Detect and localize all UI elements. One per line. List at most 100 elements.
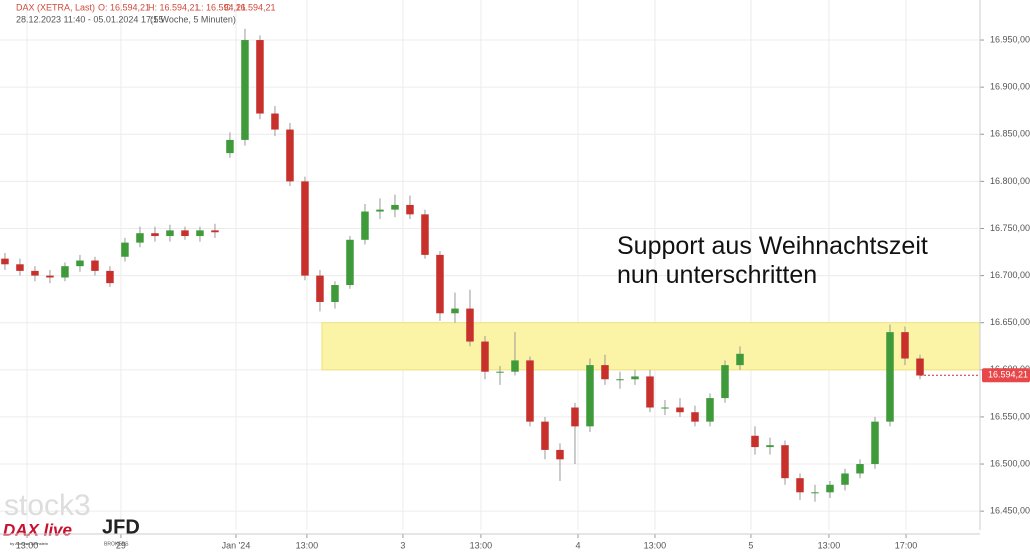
x-tick-label: 3 bbox=[400, 540, 405, 550]
annotation: Support aus Weihnachtszeit nun unterschri… bbox=[617, 232, 928, 289]
x-tick-label: 29 bbox=[116, 540, 126, 550]
candle-body bbox=[646, 376, 654, 408]
candle-body bbox=[136, 233, 144, 243]
low-label: L: 16.594,21 bbox=[196, 2, 246, 12]
candle-body bbox=[781, 445, 789, 479]
x-tick-label: 4 bbox=[575, 540, 580, 550]
candle-body bbox=[871, 421, 879, 465]
y-tick-label: 16.850,00 bbox=[990, 129, 1030, 139]
open-label: O: 16.594,21 bbox=[98, 2, 150, 12]
candle-body bbox=[256, 40, 264, 114]
candle-body bbox=[196, 230, 204, 237]
last-price-label: 16.594,21 bbox=[988, 370, 1028, 380]
candle-body bbox=[841, 473, 849, 485]
annotation-line: Support aus Weihnachtszeit bbox=[617, 232, 928, 260]
x-tick-label: Jan '24 bbox=[222, 540, 251, 550]
candle-body bbox=[811, 492, 819, 494]
candle-body bbox=[316, 275, 324, 302]
candle-body bbox=[1, 258, 9, 265]
candle-body bbox=[166, 230, 174, 237]
candle-body bbox=[436, 254, 444, 314]
candle-body bbox=[616, 379, 624, 381]
x-tick-label: 17:00 bbox=[895, 540, 918, 550]
candle-body bbox=[91, 260, 99, 271]
candle-body bbox=[571, 407, 579, 427]
candle-body bbox=[241, 40, 249, 140]
x-tick-label: 13:00 bbox=[644, 540, 667, 550]
candle-body bbox=[601, 365, 609, 380]
candle-body bbox=[661, 407, 669, 409]
candle-body bbox=[271, 113, 279, 130]
candle-body bbox=[121, 242, 129, 257]
candle-body bbox=[481, 341, 489, 372]
brand-logo: stock3 bbox=[4, 489, 91, 522]
candle-body bbox=[46, 275, 54, 278]
x-tick-label: 13:00 bbox=[470, 540, 493, 550]
candle-body bbox=[451, 308, 459, 314]
date-range: 28.12.2023 11:40 - 05.01.2024 17:55 bbox=[16, 14, 163, 24]
candle-body bbox=[826, 484, 834, 493]
candle-body bbox=[181, 230, 189, 237]
y-tick-label: 16.900,00 bbox=[990, 82, 1030, 92]
candle-body bbox=[421, 214, 429, 255]
close-label: C: 16.594,21 bbox=[224, 2, 276, 12]
x-tick-label: 13:00 bbox=[16, 540, 39, 550]
candle-body bbox=[721, 365, 729, 399]
candle-body bbox=[211, 230, 219, 233]
support-zone bbox=[321, 322, 981, 371]
candle-body bbox=[526, 360, 534, 422]
candle-body bbox=[391, 204, 399, 210]
candle-body bbox=[61, 266, 69, 278]
candle-body bbox=[856, 464, 864, 474]
last-price-tag bbox=[982, 368, 1030, 383]
broker-sub: BROKERS bbox=[104, 541, 129, 547]
interval: (1 Woche, 5 Minuten) bbox=[150, 14, 236, 24]
y-tick-label: 16.750,00 bbox=[990, 223, 1030, 233]
candle-body bbox=[496, 371, 504, 373]
candle-body bbox=[796, 478, 804, 493]
candle-body bbox=[286, 129, 294, 182]
annotation-line: nun unterschritten bbox=[617, 261, 817, 289]
candle-body bbox=[301, 181, 309, 276]
y-tick-label: 16.950,00 bbox=[990, 34, 1030, 44]
candle-body bbox=[406, 204, 414, 215]
candle-body bbox=[151, 233, 159, 237]
candle-body bbox=[76, 260, 84, 267]
candle-body bbox=[376, 209, 384, 212]
y-tick-label: 16.500,00 bbox=[990, 458, 1030, 468]
x-tick-label: 5 bbox=[748, 540, 753, 550]
y-tick-label: 16.650,00 bbox=[990, 317, 1030, 327]
candle-body bbox=[916, 358, 924, 376]
candle-body bbox=[706, 398, 714, 422]
y-tick-label: 16.800,00 bbox=[990, 176, 1030, 186]
candle-body bbox=[346, 239, 354, 286]
candle-body bbox=[331, 285, 339, 302]
candle-body bbox=[361, 211, 369, 240]
candle-body bbox=[541, 421, 549, 450]
x-tick-label: 13:00 bbox=[296, 540, 319, 550]
candle-body bbox=[676, 407, 684, 413]
candle-body bbox=[751, 435, 759, 448]
candle-body bbox=[736, 353, 744, 366]
candle-body bbox=[16, 264, 24, 271]
symbol: DAX (XETRA, Last) bbox=[16, 2, 95, 12]
show-sub: by Andreas Bernstein bbox=[10, 541, 48, 546]
broker-logo: JFD bbox=[102, 516, 140, 538]
candle-body bbox=[31, 270, 39, 276]
candle-body bbox=[901, 332, 909, 359]
candle-body bbox=[226, 139, 234, 154]
candle-body bbox=[886, 332, 894, 422]
show-logo: DAX live bbox=[3, 520, 72, 539]
candle-body bbox=[691, 412, 699, 422]
candle-body bbox=[586, 365, 594, 427]
high-label: H: 16.594,21 bbox=[148, 2, 200, 12]
x-tick-label: 13:00 bbox=[818, 540, 841, 550]
candle-body bbox=[631, 376, 639, 380]
y-tick-label: 16.450,00 bbox=[990, 506, 1030, 516]
y-tick-label: 16.700,00 bbox=[990, 270, 1030, 280]
candle-body bbox=[106, 270, 114, 284]
background-layer bbox=[0, 0, 981, 530]
y-tick-label: 16.550,00 bbox=[990, 411, 1030, 421]
candle-body bbox=[766, 445, 774, 448]
